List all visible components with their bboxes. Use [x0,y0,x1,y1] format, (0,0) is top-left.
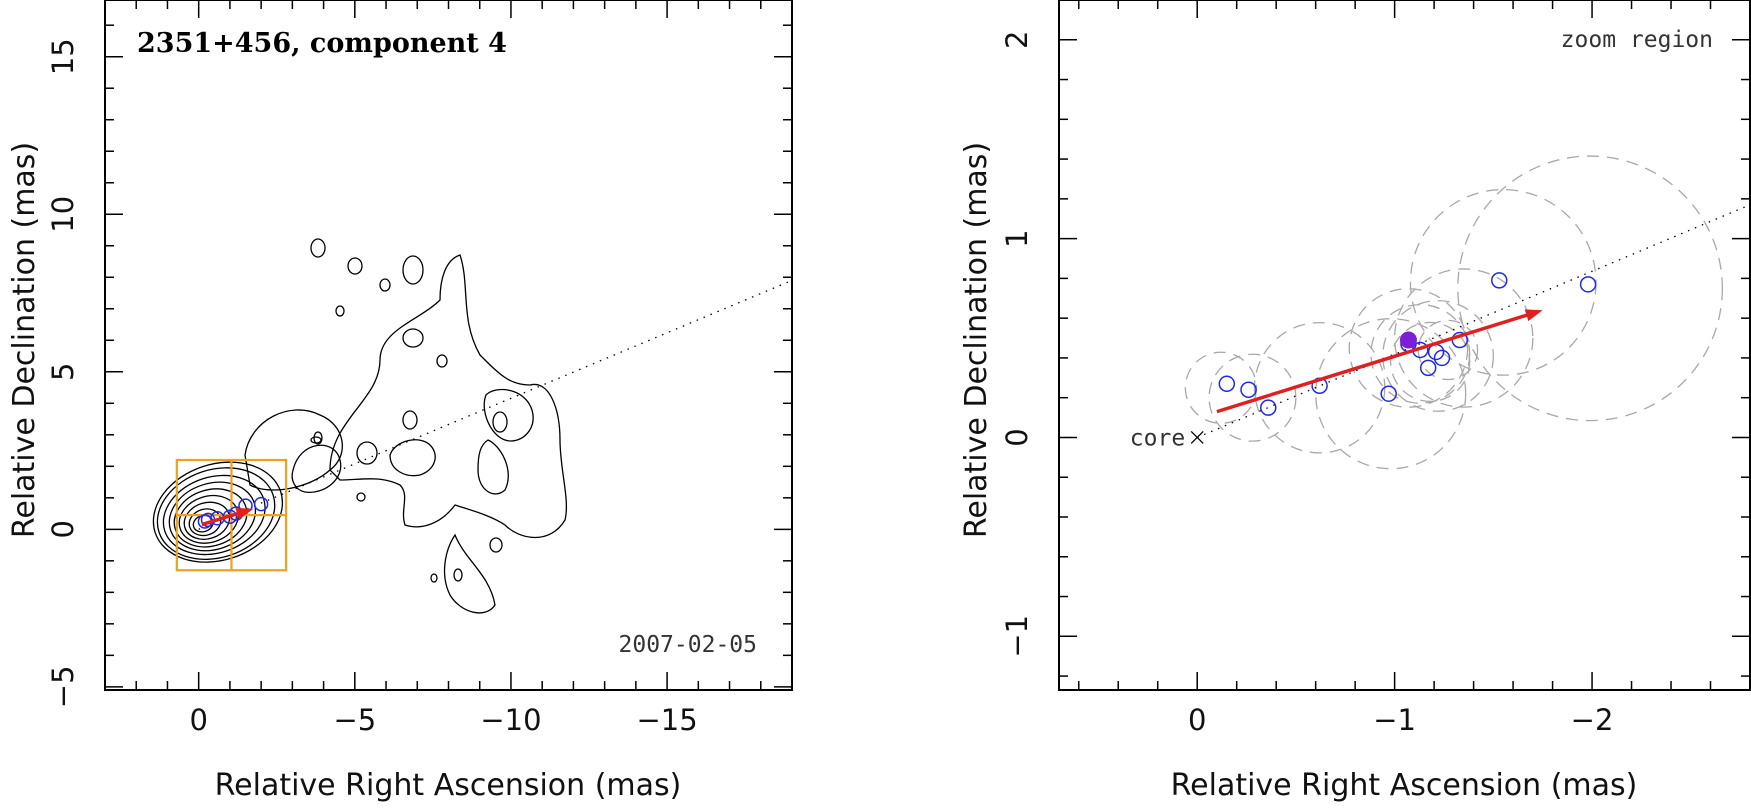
jet-contour [389,439,436,477]
core-contour [156,467,276,560]
highlight-component-marker [1399,331,1417,349]
y-tick-label: −1 [1000,615,1034,658]
jet-axis-line [1196,204,1751,439]
component-marker [253,496,269,512]
jet-contour [329,254,568,538]
contour-blob [430,573,438,583]
contour-blob [310,238,326,258]
contour-blob [453,568,463,582]
left-jet-axis [198,279,793,530]
core-contour [183,501,231,540]
contour-blob [492,411,508,433]
y-tick-label: 2 [1000,31,1034,49]
component-marker [1579,276,1597,293]
core-label: core [1130,425,1185,451]
left-ticks [104,0,793,690]
error-ellipse [1457,155,1724,422]
right-ticks [1059,0,1750,690]
left-plot-frame [104,0,793,691]
component-marker [1433,349,1451,367]
contour-blob [335,305,345,317]
jet-contour [477,439,509,495]
error-ellipse [1382,300,1494,412]
left-ylabel: Relative Declination (mas) [7,142,42,538]
contour-blob [402,328,424,348]
core-contour [152,461,284,563]
contour-blob [489,537,503,553]
contour-blob [356,492,366,502]
y-tick-label: 10 [46,196,80,233]
right-xlabel: Relative Right Ascension (mas) [1171,768,1638,803]
x-tick-label: −1 [1373,703,1416,737]
contour-blob [310,436,322,444]
component-marker [1380,385,1397,402]
y-tick-label: −5 [46,665,80,708]
x-tick-label: −10 [480,703,541,737]
x-tick-label: −15 [636,703,697,737]
right-plot-frame [1058,0,1751,691]
error-ellipse [1409,188,1597,376]
x-tick-label: 0 [189,703,207,737]
error-ellipse [1348,288,1469,408]
right-components [1218,272,1597,416]
y-tick-label: 0 [1000,428,1034,446]
error-ellipse [1370,303,1471,404]
x-tick-label: 0 [1188,703,1206,737]
error-ellipse [1208,353,1297,442]
jet-axis-line [198,279,793,530]
x-tick-label: −5 [333,703,376,737]
core-contour [162,474,266,556]
component-marker [1260,399,1277,416]
right-title: zoom region [1561,27,1713,53]
contour-blob [402,255,424,285]
contour-blob [436,354,448,368]
component-marker [1240,381,1257,398]
y-tick-label: 15 [46,38,80,75]
right-ylabel: Relative Declination (mas) [959,142,994,538]
core-contour [173,488,248,548]
contour-blob [313,431,323,445]
component-marker [1419,359,1437,377]
left-title: 2351+456, component 4 [137,28,507,59]
left-contour-map [152,238,568,614]
error-ellipse [1315,318,1467,470]
left-arrow [201,507,254,527]
right-arrow [1216,309,1543,414]
right-tick-labels: 0 −1 −2 −1 0 1 2 [1000,31,1613,737]
contour-blob [356,441,378,465]
right-error-ellipses [1184,155,1724,470]
jet-contour [244,409,343,491]
component-marker [1218,375,1236,393]
contour-blob [379,278,391,292]
jet-contour [483,388,534,442]
y-tick-label: 0 [46,520,80,538]
left-motion-arrow-head [235,507,254,520]
y-tick-label: 1 [1000,229,1034,247]
right-jet-axis [1190,204,1751,444]
left-motion-arrow-shaft [201,510,245,527]
left-tick-labels: 0 −5 −10 −15 −5 0 5 10 15 [46,38,698,737]
contour-blob [347,257,363,275]
jet-contour [291,444,342,493]
component-marker [1491,272,1508,289]
jet-contour [443,533,496,614]
y-tick-label: 5 [46,363,80,381]
error-ellipse [1393,268,1534,408]
right-panel: 0 −1 −2 −1 0 1 2 zoom region core Relative Rig… [959,0,1751,803]
right-motion-arrow-shaft [1216,311,1534,414]
error-ellipse [1390,321,1471,403]
left-xlabel: Relative Right Ascension (mas) [215,768,682,803]
right-motion-arrow-head [1524,309,1543,322]
contour-blob [402,410,418,430]
left-date-label: 2007-02-05 [619,632,757,658]
x-tick-label: −2 [1571,703,1614,737]
error-ellipse [1417,319,1479,381]
core-marker [1190,431,1204,444]
